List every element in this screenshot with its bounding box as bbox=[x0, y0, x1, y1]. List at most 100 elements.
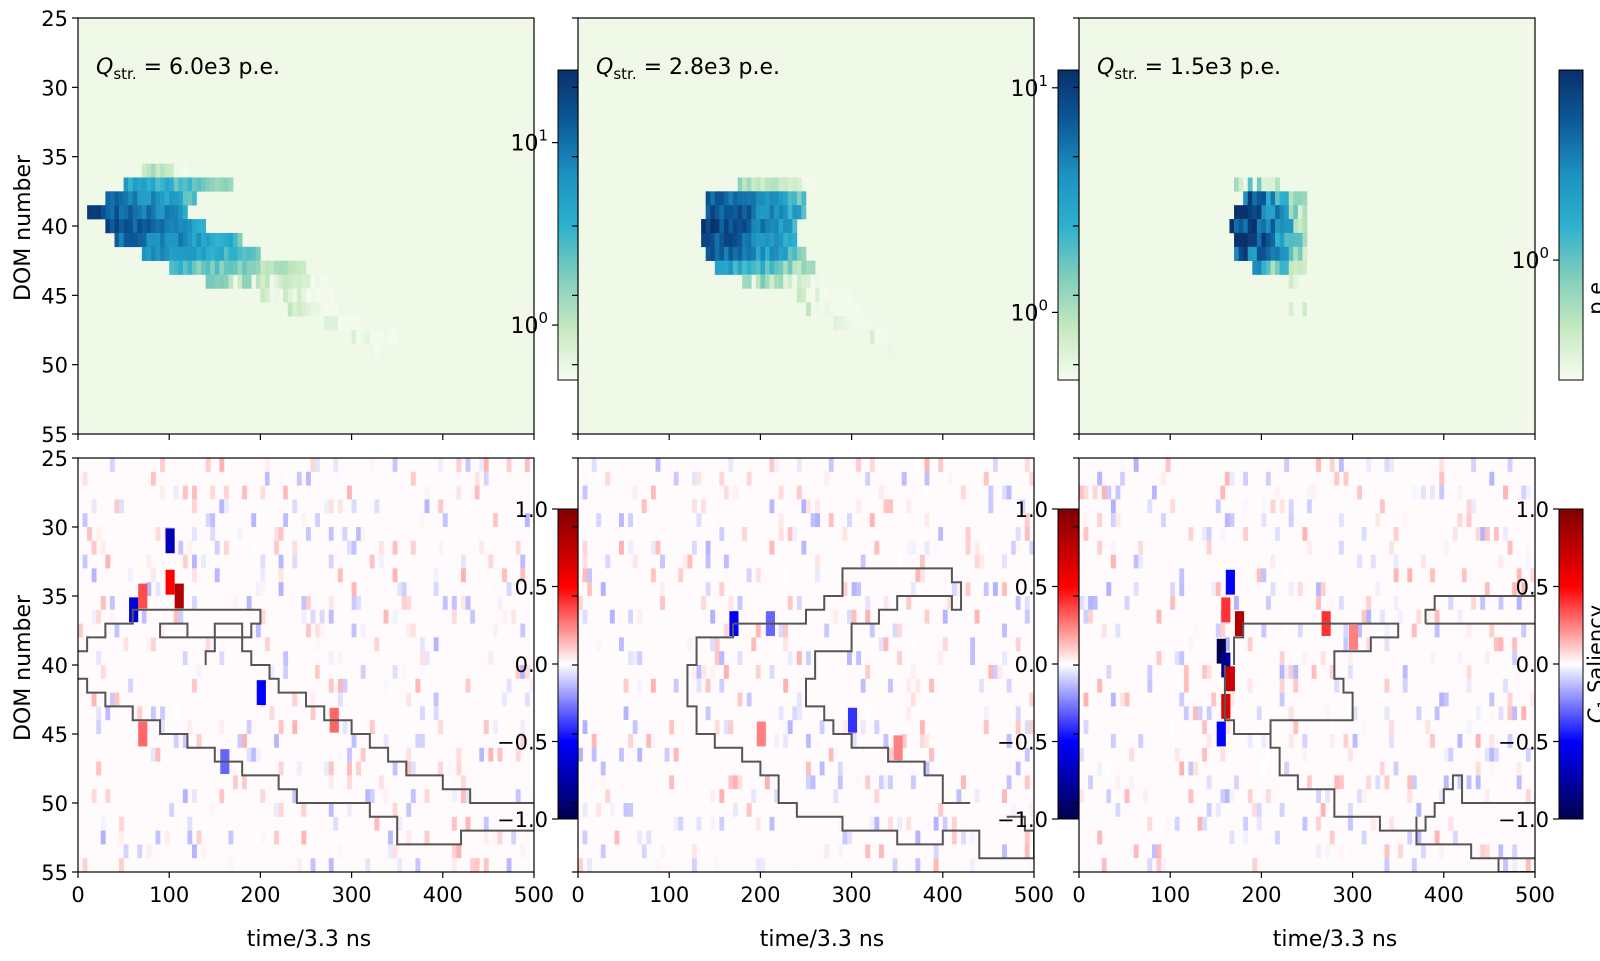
saliency-cell bbox=[438, 458, 444, 472]
saliency-cell bbox=[310, 458, 316, 472]
saliency-cell bbox=[1156, 858, 1162, 872]
saliency-cell bbox=[260, 830, 266, 845]
saliency-cell bbox=[1079, 747, 1084, 762]
saliency-cell bbox=[1320, 651, 1326, 665]
saliency-cell bbox=[1416, 803, 1422, 817]
saliency-cell bbox=[755, 623, 761, 638]
saliency-cell bbox=[1443, 775, 1449, 790]
hit-cell bbox=[1284, 246, 1290, 261]
saliency-cell bbox=[796, 596, 802, 610]
hit-cell bbox=[792, 246, 798, 261]
hit-cell bbox=[774, 191, 779, 206]
saliency-cell bbox=[1503, 527, 1508, 541]
saliency-cell bbox=[1512, 582, 1518, 596]
hit-cell bbox=[1302, 205, 1308, 220]
hit-cell bbox=[751, 246, 757, 261]
hit-cell bbox=[328, 316, 334, 331]
hit-cell bbox=[755, 219, 761, 234]
saliency-cell bbox=[906, 499, 912, 514]
hit-cell bbox=[751, 260, 757, 275]
hit-cell bbox=[751, 191, 757, 206]
hit-cell bbox=[1325, 302, 1331, 317]
saliency-cell bbox=[1002, 623, 1007, 638]
hit-cell bbox=[1275, 246, 1280, 261]
saliency-cell bbox=[897, 651, 903, 665]
saliency-cell bbox=[824, 513, 830, 527]
saliency-cell bbox=[406, 596, 412, 610]
saliency-cell bbox=[1261, 761, 1267, 776]
saliency-cell bbox=[878, 844, 884, 859]
saliency-cell bbox=[1475, 734, 1481, 748]
hit-cell bbox=[100, 205, 106, 220]
saliency-cell bbox=[1434, 830, 1440, 845]
hit-cell bbox=[723, 246, 729, 261]
saliency-cell bbox=[796, 485, 802, 500]
saliency-cell bbox=[520, 720, 526, 734]
saliency-cell bbox=[1202, 527, 1207, 541]
plot-background bbox=[578, 18, 1034, 434]
hit-cell bbox=[769, 232, 775, 248]
saliency-cell bbox=[692, 540, 697, 555]
saliency-cell bbox=[705, 540, 711, 555]
saliency-cell bbox=[1110, 554, 1116, 569]
hit-cell bbox=[705, 191, 711, 206]
saliency-cell bbox=[924, 761, 930, 776]
saliency-cell bbox=[1156, 844, 1162, 859]
saliency-cell bbox=[1147, 816, 1153, 831]
saliency-cell bbox=[100, 596, 106, 610]
saliency-cell bbox=[1348, 665, 1353, 679]
hit-cell bbox=[119, 219, 124, 234]
hit-cell bbox=[1279, 246, 1285, 261]
saliency-cell bbox=[105, 706, 111, 721]
saliency-cell bbox=[128, 568, 134, 583]
saliency-cell bbox=[1024, 844, 1030, 859]
saliency-cell bbox=[1393, 554, 1399, 569]
saliency-cell bbox=[623, 803, 629, 817]
saliency-cell bbox=[246, 720, 252, 734]
saliency-cell bbox=[315, 458, 320, 472]
saliency-cell bbox=[1489, 706, 1495, 721]
colorbar-tick-label: −1.0 bbox=[497, 808, 548, 832]
saliency-cell bbox=[701, 665, 706, 679]
saliency-cell bbox=[988, 665, 994, 679]
saliency-cell bbox=[1106, 789, 1112, 803]
hit-cell bbox=[787, 191, 793, 206]
saliency-cell bbox=[1293, 665, 1299, 679]
saliency-cell bbox=[410, 540, 416, 555]
saliency-cell bbox=[1316, 844, 1321, 859]
saliency-cell bbox=[196, 665, 202, 679]
saliency-cell bbox=[438, 499, 444, 514]
saliency-cell bbox=[792, 858, 798, 872]
hit-cell bbox=[223, 246, 229, 261]
saliency-cell bbox=[283, 485, 289, 500]
hit-cell bbox=[733, 219, 738, 234]
hit-cell bbox=[347, 316, 352, 331]
saliency-cell bbox=[1325, 706, 1331, 721]
saliency-cell bbox=[637, 651, 643, 665]
saliency-cell bbox=[1252, 858, 1258, 872]
saliency-cell bbox=[1234, 596, 1239, 610]
saliency-cell bbox=[465, 789, 471, 803]
hit-cell bbox=[728, 232, 734, 248]
hit-cell bbox=[137, 219, 143, 234]
saliency-cell bbox=[333, 458, 339, 472]
saliency-cell bbox=[369, 554, 375, 569]
hit-cell bbox=[733, 246, 738, 261]
saliency-cell bbox=[1507, 734, 1513, 748]
hit-cell bbox=[810, 177, 816, 192]
saliency-cell bbox=[1083, 527, 1089, 541]
saliency-cell bbox=[915, 568, 921, 583]
saliency-cell bbox=[228, 858, 234, 872]
hit-cell bbox=[214, 274, 220, 289]
saliency-cell bbox=[1229, 513, 1235, 527]
saliency-cell bbox=[1020, 499, 1026, 514]
x-tick-label: 500 bbox=[1515, 883, 1555, 907]
saliency-hotspot bbox=[847, 707, 858, 733]
saliency-cell bbox=[1220, 747, 1226, 762]
saliency-cell bbox=[1316, 789, 1321, 803]
saliency-cell bbox=[965, 582, 971, 596]
saliency-cell bbox=[524, 692, 530, 707]
hit-cell bbox=[769, 260, 775, 275]
colorbar-tick-label: 0.5 bbox=[515, 576, 548, 600]
hit-cell bbox=[801, 246, 807, 261]
